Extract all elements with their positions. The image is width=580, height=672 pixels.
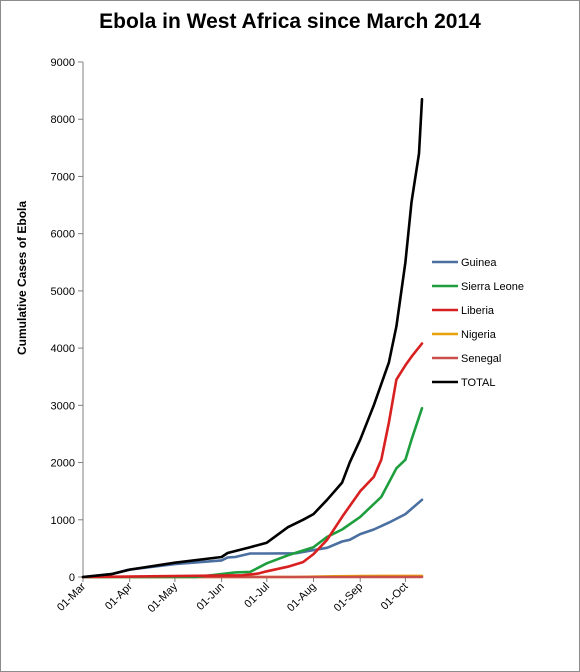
legend-label: TOTAL [461, 377, 495, 389]
y-tick-label: 9000 [51, 57, 75, 69]
y-tick-label: 8000 [51, 114, 75, 126]
y-tick-label: 0 [69, 572, 75, 584]
legend-label: Nigeria [461, 329, 497, 341]
x-tick-label: 01-May [146, 580, 181, 615]
series-line-liberia [81, 342, 424, 579]
y-tick-label: 4000 [51, 343, 75, 355]
legend-label: Guinea [461, 257, 497, 269]
x-tick-label: 01-Oct [379, 581, 411, 613]
y-tick-label: 1000 [51, 515, 75, 527]
y-tick-label: 3000 [51, 400, 75, 412]
y-tick-label: 7000 [51, 171, 75, 183]
legend-label: Senegal [461, 353, 501, 365]
x-tick-label: 01-Jun [194, 581, 226, 613]
legend-label: Liberia [461, 305, 495, 317]
chart-title: Ebola in West Africa since March 2014 [99, 10, 481, 33]
series-line-sierra-leone [81, 406, 424, 579]
series-line-guinea [81, 498, 424, 579]
y-tick-label: 2000 [51, 458, 75, 470]
x-tick-label: 01-Mar [55, 580, 88, 613]
legend-label: Sierra Leone [461, 281, 524, 293]
series-line-total [81, 97, 424, 579]
y-tick-label: 5000 [51, 286, 75, 298]
y-axis-label: Cumulative Cases of Ebola [15, 201, 29, 355]
y-tick-label: 6000 [51, 229, 75, 241]
x-tick-label: 01-Sep [332, 581, 366, 615]
x-tick-label: 01-Aug [285, 581, 319, 615]
x-tick-label: 01-Jul [242, 581, 272, 611]
x-tick-label: 01-Apr [103, 580, 135, 612]
